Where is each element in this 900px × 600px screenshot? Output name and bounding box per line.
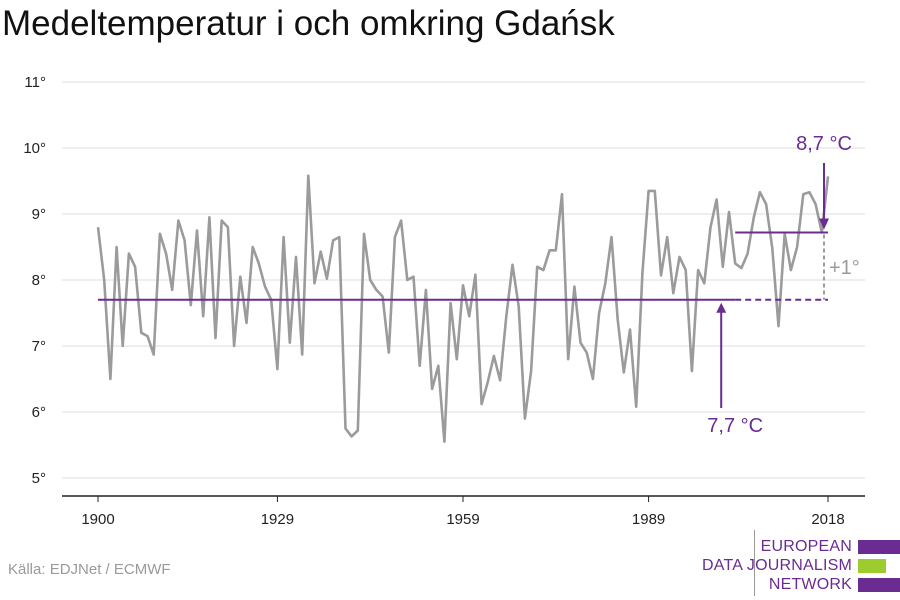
x-tick-label: 2018 xyxy=(811,511,844,528)
y-tick-label: 8° xyxy=(32,272,46,289)
baseline-value-label: 7,7 °C xyxy=(707,415,763,437)
series-group xyxy=(96,174,830,444)
temperature-series-line xyxy=(96,174,830,444)
source-text: Källa: EDJNet / ECMWF xyxy=(8,561,171,578)
y-tick-labels: 5° 6° 7° 8° 9° 10° 11° xyxy=(23,74,46,487)
y-tick-label: 5° xyxy=(32,470,46,487)
edjnet-logo[interactable]: EUROPEAN DATA JOURNALISM NETWORK xyxy=(700,530,900,596)
x-tick-label: 1959 xyxy=(446,511,479,528)
recent-value-label: 8,7 °C xyxy=(796,133,852,155)
chart-title: Medeltemperatur i och omkring Gdańsk xyxy=(2,4,615,43)
grid-lines xyxy=(62,81,865,479)
y-tick-label: 7° xyxy=(32,338,46,355)
x-tick-label: 1929 xyxy=(261,511,294,528)
logo-bar-purple-bottom xyxy=(858,578,900,592)
recent-arrow-head xyxy=(819,218,829,230)
baseline-arrow-head xyxy=(716,302,727,313)
logo-divider xyxy=(754,530,755,596)
logo-bar-purple-top xyxy=(858,540,900,554)
y-tick-label: 6° xyxy=(32,404,46,421)
x-tick-label: 1900 xyxy=(81,511,114,528)
reference-lines: +1° 7,7 °C 8,7 °C xyxy=(98,133,860,437)
y-tick-label: 10° xyxy=(23,140,46,157)
x-tick-label: 1989 xyxy=(632,511,665,528)
logo-line-1: EUROPEAN xyxy=(760,538,852,555)
difference-label: +1° xyxy=(829,257,860,279)
logo-line-3: NETWORK xyxy=(768,576,852,593)
y-tick-label: 11° xyxy=(24,74,46,91)
y-tick-label: 9° xyxy=(32,206,46,223)
logo-bar-green xyxy=(858,559,886,573)
x-axis: 1900 1929 1959 1989 2018 xyxy=(62,495,865,528)
logo-line-2: DATA JOURNALISM xyxy=(702,557,852,574)
